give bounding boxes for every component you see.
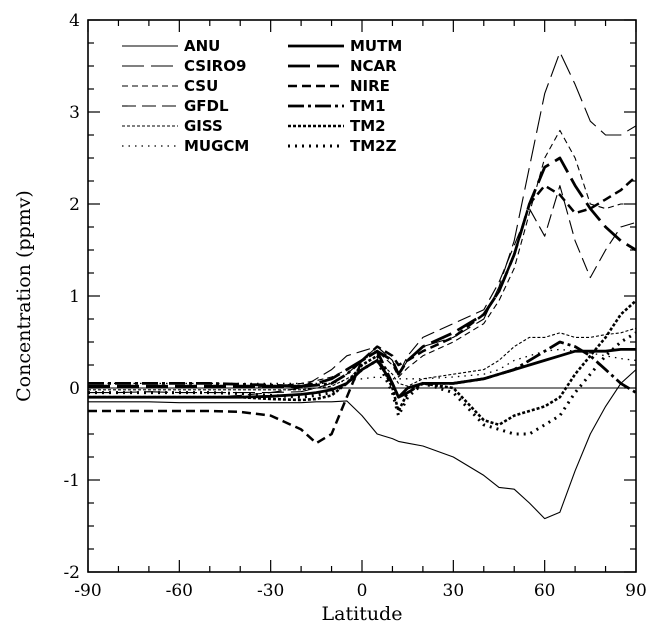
series-line-csu [88, 129, 636, 389]
y-axis-title: Concentration (ppmv) [13, 190, 35, 402]
legend-label-nire: NIRE [350, 77, 390, 95]
x-tick-label: -30 [257, 581, 284, 601]
legend-label-mutm: MUTM [350, 37, 402, 55]
legend: ANU CSIRO9 CSU GFDL GISS MUGCM MUTM NCAR NIRE TM1… [122, 37, 402, 155]
series-line-tm2 [88, 299, 636, 427]
series-line-tm2z [88, 331, 636, 436]
series-line-tm1 [88, 340, 636, 399]
x-tick-label: -60 [166, 581, 193, 601]
y-tick-label: 1 [69, 287, 80, 307]
x-tick-label: 30 [443, 581, 465, 601]
x-axis-title: Latitude [322, 603, 403, 625]
legend-label-csiro9: CSIRO9 [184, 57, 246, 75]
series-line-nire [88, 175, 636, 445]
series-line-giss [88, 327, 636, 391]
y-tick-label: -1 [63, 471, 80, 491]
y-tick-label: 3 [69, 103, 80, 123]
y-tick-label: 4 [69, 11, 80, 31]
legend-label-mugcm: MUGCM [184, 137, 249, 155]
legend-label-ncar: NCAR [350, 57, 397, 75]
x-tick-label: 60 [534, 581, 556, 601]
legend-label-tm2z: TM2Z [350, 137, 397, 155]
x-tick-label: 90 [625, 581, 647, 601]
legend-label-tm2: TM2 [350, 117, 386, 135]
series-layer [88, 51, 636, 520]
legend-label-giss: GISS [184, 117, 223, 135]
x-tick-label: -90 [74, 581, 101, 601]
y-tick-label: -2 [63, 563, 80, 583]
y-tick-label: 2 [69, 195, 80, 215]
series-line-mugcm [88, 348, 636, 385]
legend-label-csu: CSU [184, 77, 218, 95]
series-line-anu [88, 369, 636, 520]
legend-label-tm1: TM1 [350, 97, 386, 115]
legend-label-gfdl: GFDL [184, 97, 229, 115]
x-tick-label: 0 [357, 581, 368, 601]
series-line-ncar [88, 156, 636, 388]
legend-label-anu: ANU [184, 37, 220, 55]
ticks-layer: -90 -60 -30 0 30 60 90 -2 -1 0 1 2 3 4 [63, 11, 646, 601]
y-tick-label: 0 [69, 379, 80, 399]
